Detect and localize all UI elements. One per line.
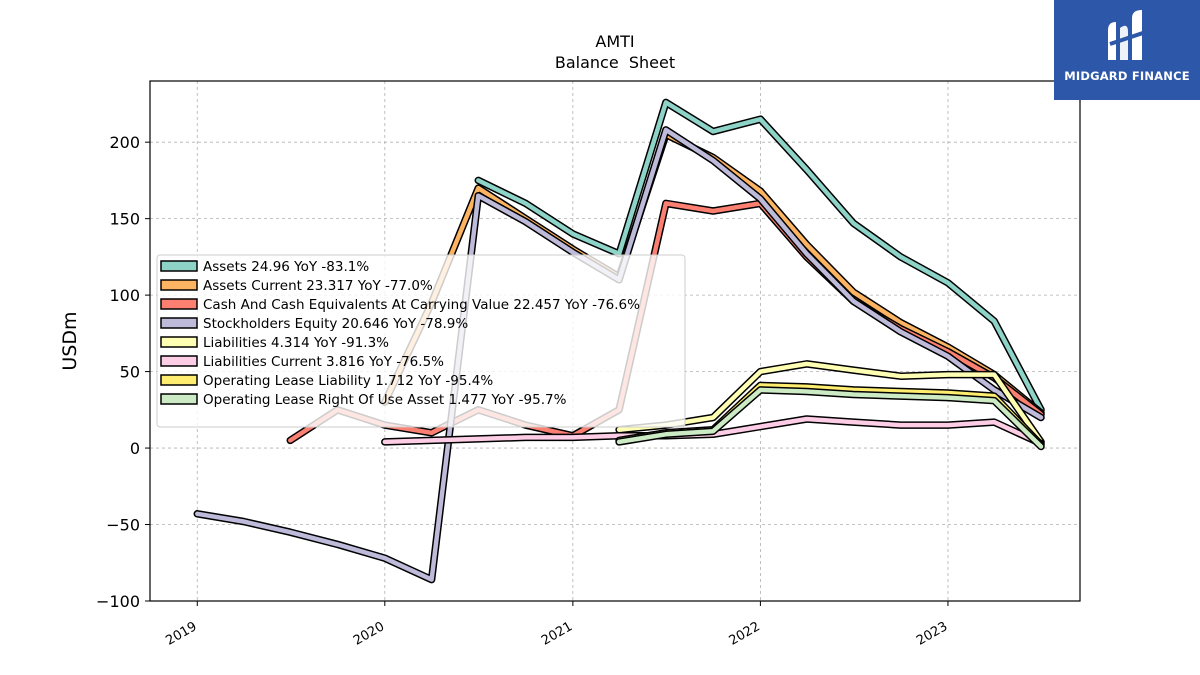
legend-swatch: [160, 317, 198, 329]
x-tick-label: 2021: [539, 619, 575, 649]
x-tick-label: 2023: [914, 619, 950, 649]
series-line: [616, 361, 1044, 445]
x-tick-label: 2019: [163, 619, 199, 649]
legend-entry: Stockholders Equity 20.646 YoY -78.9%: [203, 316, 468, 332]
y-axis-label: USDm: [59, 311, 81, 370]
legend-swatch: [160, 336, 198, 348]
y-tick-label: −50: [106, 516, 140, 535]
legend-entry: Liabilities 4.314 YoY -91.3%: [203, 335, 389, 351]
y-tick-label: 0: [130, 439, 140, 458]
legend-box: [156, 254, 686, 428]
plot-area-frame: [149, 80, 1081, 602]
chart-subtitle: Balance Sheet: [555, 53, 675, 72]
chart-title: AMTI: [595, 32, 634, 51]
y-tick-label: 150: [109, 210, 140, 229]
legend-entry: Assets Current 23.317 YoY -77.0%: [203, 278, 433, 294]
legend-entry: Operating Lease Right Of Use Asset 1.477…: [203, 392, 567, 408]
y-tick-label: −100: [96, 592, 140, 611]
series-4: [615, 360, 1045, 446]
midgard-m-icon: [1108, 10, 1147, 60]
series-line: [616, 387, 1044, 449]
y-axis-ticks: −100 −50 0 50 100 150 200: [96, 133, 150, 611]
legend-swatch: [160, 260, 198, 272]
midgard-finance-logo: MIDGARD FINANCE: [1054, 0, 1200, 100]
legend-entry: Liabilities Current 3.816 YoY -76.5%: [203, 354, 444, 370]
series-line: [476, 100, 1044, 413]
legend-swatch: [160, 393, 198, 405]
x-axis-ticks: 2019 2020 2021 2022 2023: [163, 601, 950, 649]
legend-swatch: [160, 374, 198, 386]
legend-swatch: [160, 279, 198, 291]
legend-swatch: [160, 298, 198, 310]
y-tick-label: 200: [109, 133, 140, 152]
legend-entry: Cash And Cash Equivalents At Carrying Va…: [203, 297, 640, 313]
x-tick-label: 2022: [727, 619, 763, 649]
series-7: [615, 386, 1045, 451]
legend-entry: Assets 24.96 YoY -83.1%: [203, 259, 369, 275]
legend: Assets 24.96 YoY -83.1% Assets Current 23…: [156, 254, 686, 428]
logo-text: MIDGARD FINANCE: [1064, 69, 1190, 83]
legend-swatch: [160, 355, 198, 367]
y-tick-label: 100: [109, 286, 140, 305]
x-tick-label: 2020: [351, 619, 387, 649]
series-lines: [193, 98, 1045, 584]
series-0: [474, 98, 1045, 414]
legend-entry: Operating Lease Liability 1.712 YoY -95.…: [203, 373, 493, 389]
y-tick-label: 50: [120, 363, 140, 382]
